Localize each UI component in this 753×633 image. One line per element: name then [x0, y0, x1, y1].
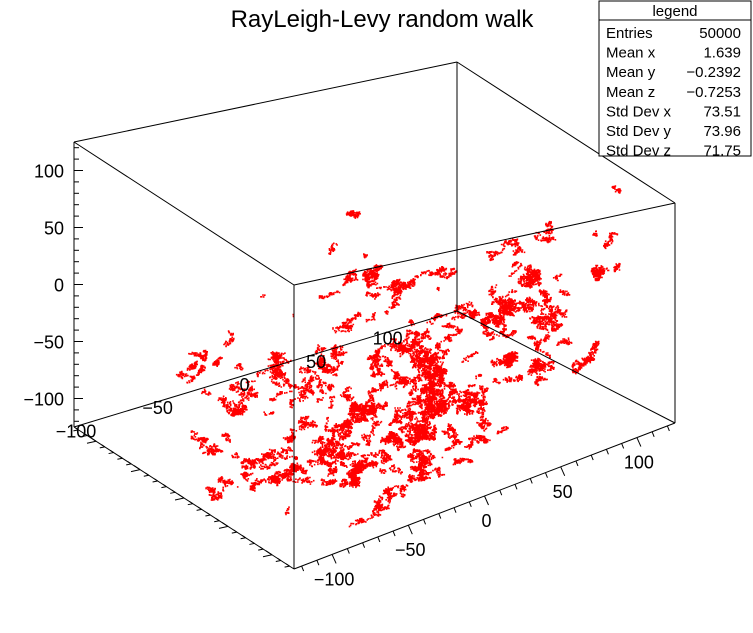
y-axis-tick — [86, 440, 97, 444]
x-minor-tick — [651, 431, 655, 437]
x-minor-tick — [316, 560, 320, 566]
stats-row-value: 50000 — [699, 25, 741, 42]
x-tick-label: −50 — [395, 540, 426, 560]
y-tick-label: 50 — [306, 352, 326, 372]
x-minor-tick — [377, 536, 381, 543]
stats-row-value: 1.639 — [703, 45, 741, 62]
y-axis-tick — [249, 542, 255, 545]
x-minor-tick — [544, 472, 548, 478]
y-axis-tick — [130, 469, 141, 473]
scatter-point-cloud — [175, 185, 622, 528]
x-tick-label: 50 — [553, 482, 573, 502]
y-minor-tick — [221, 521, 229, 527]
y-axis-tick — [152, 480, 158, 483]
stats-row-label: Mean x — [606, 45, 656, 62]
x-minor-tick — [529, 478, 533, 484]
x-tick-label: −100 — [314, 569, 355, 589]
x-minor-tick — [407, 524, 413, 535]
y-axis-tick — [108, 452, 114, 455]
stats-row-label: Mean z — [606, 84, 655, 101]
stats-row-value: −0.7253 — [686, 84, 741, 101]
z-tick-label: 100 — [34, 162, 64, 182]
stats-row-label: Std Dev y — [606, 123, 672, 140]
x-minor-tick — [636, 437, 642, 447]
stats-box: legend Entries 50000 Mean x 1.639 Mean y −0.2… — [598, 0, 752, 160]
scatter-points — [175, 185, 622, 528]
stats-box-header: legend — [652, 3, 697, 20]
stats-box-frame — [598, 0, 752, 157]
y-axis-tick — [258, 548, 264, 551]
x-minor-tick — [560, 466, 566, 477]
y-minor-tick — [265, 550, 273, 556]
x-minor-tick — [484, 495, 489, 506]
y-minor-tick — [89, 436, 97, 442]
stats-row-label: Entries — [606, 25, 653, 42]
axis-ticks: 100 50 0 −50 −100 100 50 0 −50 −100 −100 −50 0 50 100 — [23, 147, 670, 589]
y-axis-tick — [161, 486, 167, 489]
y-axis-tick — [174, 497, 185, 501]
y-axis-tick — [99, 446, 105, 449]
y-minor-tick — [177, 493, 185, 499]
y-axis-tick — [240, 537, 246, 540]
x-minor-tick — [331, 554, 337, 564]
stats-row-value: 71.75 — [703, 143, 741, 160]
stats-row-value: −0.2392 — [686, 64, 741, 81]
top-back-edge — [456, 61, 676, 204]
x-minor-tick — [392, 530, 396, 537]
y-axis-tick — [196, 508, 202, 511]
x-minor-tick — [514, 484, 518, 490]
x-tick-label: 100 — [624, 453, 654, 473]
y-axis-tick — [170, 491, 176, 494]
x-minor-tick — [621, 443, 625, 449]
y-axis-tick — [117, 457, 123, 460]
stats-row-label: Mean y — [606, 64, 656, 81]
bottom-hidden-edge-back — [456, 310, 676, 424]
x-minor-tick — [499, 489, 503, 496]
stats-row-label: Std Dev x — [606, 103, 672, 120]
chart-title: RayLeigh-Levy random walk — [231, 6, 535, 33]
x-minor-tick — [423, 519, 427, 525]
x-minor-tick — [453, 507, 457, 513]
y-tick-label: 0 — [239, 375, 249, 395]
y-tick-label: 100 — [373, 329, 403, 349]
x-minor-tick — [666, 425, 670, 432]
z-tick-label: −100 — [23, 390, 64, 410]
top-left-edge — [73, 61, 458, 143]
x-minor-tick — [346, 548, 350, 554]
z-tick-label: −50 — [33, 333, 64, 353]
y-axis-tick — [218, 525, 229, 529]
top-right-edge — [293, 202, 676, 286]
x-minor-tick — [301, 565, 305, 572]
y-tick-label: −50 — [142, 398, 173, 418]
y-axis-tick — [231, 531, 237, 534]
y-axis-tick — [143, 474, 149, 477]
x-minor-tick — [605, 449, 609, 455]
y-axis-tick — [275, 559, 281, 562]
bottom-hidden-edge-left — [73, 310, 458, 428]
y-axis-tick — [262, 554, 273, 558]
stats-rows: Entries 50000 Mean x 1.639 Mean y −0.2392 Mean… — [606, 25, 741, 160]
y-axis-tick — [82, 435, 88, 438]
x-tick-label: 0 — [481, 511, 491, 531]
x-minor-tick — [438, 513, 442, 519]
y-axis-tick — [187, 503, 193, 506]
y-axis-tick — [205, 514, 211, 517]
x-minor-tick — [590, 454, 594, 461]
y-axis-tick — [214, 520, 220, 523]
y-axis-tick — [284, 565, 290, 568]
y-tick-label: −100 — [56, 421, 97, 441]
x-minor-tick — [468, 501, 472, 508]
x-minor-tick — [362, 542, 366, 548]
z-tick-label: 50 — [44, 219, 64, 239]
y-axis-tick — [73, 429, 79, 432]
y-axis-tick — [126, 463, 132, 466]
stats-row-value: 73.51 — [703, 103, 741, 120]
stats-row-value: 73.96 — [703, 123, 741, 140]
x-minor-tick — [575, 460, 579, 467]
top-front-edge — [73, 141, 295, 286]
y-minor-tick — [133, 465, 141, 471]
z-tick-label: 0 — [54, 276, 64, 296]
stats-row-label: Std Dev z — [606, 143, 671, 160]
